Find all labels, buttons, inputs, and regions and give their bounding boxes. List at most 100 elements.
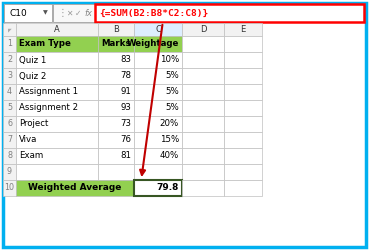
Text: 10%: 10% bbox=[160, 56, 179, 64]
Text: 6: 6 bbox=[7, 120, 12, 128]
FancyBboxPatch shape bbox=[98, 148, 134, 164]
Text: 93: 93 bbox=[120, 104, 131, 112]
FancyBboxPatch shape bbox=[182, 132, 224, 148]
FancyBboxPatch shape bbox=[3, 23, 16, 36]
FancyBboxPatch shape bbox=[98, 132, 134, 148]
FancyBboxPatch shape bbox=[224, 84, 262, 100]
FancyBboxPatch shape bbox=[3, 148, 16, 164]
Text: Weighted Average: Weighted Average bbox=[28, 184, 122, 192]
Text: 83: 83 bbox=[120, 56, 131, 64]
FancyBboxPatch shape bbox=[16, 100, 98, 116]
FancyBboxPatch shape bbox=[98, 116, 134, 132]
FancyBboxPatch shape bbox=[224, 100, 262, 116]
Text: ✓: ✓ bbox=[75, 8, 82, 18]
Text: 10: 10 bbox=[4, 184, 14, 192]
Text: Marks: Marks bbox=[101, 40, 131, 48]
Text: 78: 78 bbox=[120, 72, 131, 80]
FancyBboxPatch shape bbox=[182, 116, 224, 132]
FancyBboxPatch shape bbox=[16, 148, 98, 164]
Text: E: E bbox=[240, 25, 246, 34]
FancyBboxPatch shape bbox=[224, 180, 262, 196]
Text: ✕: ✕ bbox=[66, 8, 72, 18]
Text: 5%: 5% bbox=[165, 104, 179, 112]
FancyBboxPatch shape bbox=[95, 4, 364, 22]
Text: 5%: 5% bbox=[165, 72, 179, 80]
FancyBboxPatch shape bbox=[3, 180, 16, 196]
Text: 9: 9 bbox=[7, 168, 12, 176]
Text: A: A bbox=[54, 25, 60, 34]
Text: ▼: ▼ bbox=[43, 10, 48, 16]
FancyBboxPatch shape bbox=[16, 180, 134, 196]
Text: 81: 81 bbox=[120, 152, 131, 160]
FancyBboxPatch shape bbox=[3, 100, 16, 116]
FancyBboxPatch shape bbox=[224, 68, 262, 84]
FancyBboxPatch shape bbox=[182, 84, 224, 100]
FancyBboxPatch shape bbox=[182, 164, 224, 180]
FancyBboxPatch shape bbox=[182, 36, 224, 52]
FancyBboxPatch shape bbox=[134, 68, 182, 84]
Text: ◤: ◤ bbox=[8, 27, 11, 32]
Text: Assignment 1: Assignment 1 bbox=[19, 88, 78, 96]
Text: B: B bbox=[113, 25, 119, 34]
FancyBboxPatch shape bbox=[98, 52, 134, 68]
FancyBboxPatch shape bbox=[98, 100, 134, 116]
FancyBboxPatch shape bbox=[16, 116, 98, 132]
FancyBboxPatch shape bbox=[224, 23, 262, 36]
FancyBboxPatch shape bbox=[224, 36, 262, 52]
FancyBboxPatch shape bbox=[134, 23, 182, 36]
FancyBboxPatch shape bbox=[224, 116, 262, 132]
Text: 79.8: 79.8 bbox=[156, 184, 179, 192]
Text: C: C bbox=[155, 25, 161, 34]
FancyBboxPatch shape bbox=[3, 68, 16, 84]
Text: C10: C10 bbox=[10, 8, 28, 18]
FancyBboxPatch shape bbox=[224, 164, 262, 180]
Text: 1: 1 bbox=[7, 40, 12, 48]
FancyBboxPatch shape bbox=[134, 148, 182, 164]
Text: D: D bbox=[200, 25, 206, 34]
Text: ⋮: ⋮ bbox=[58, 8, 68, 18]
FancyBboxPatch shape bbox=[182, 180, 224, 196]
Text: 73: 73 bbox=[120, 120, 131, 128]
FancyBboxPatch shape bbox=[134, 100, 182, 116]
FancyBboxPatch shape bbox=[134, 36, 182, 52]
Text: 20%: 20% bbox=[160, 120, 179, 128]
FancyBboxPatch shape bbox=[98, 68, 134, 84]
Text: 8: 8 bbox=[7, 152, 12, 160]
FancyBboxPatch shape bbox=[4, 4, 52, 22]
Text: {=SUM(B2:B8*C2:C8)}: {=SUM(B2:B8*C2:C8)} bbox=[99, 8, 208, 18]
Text: fx: fx bbox=[84, 8, 92, 18]
FancyBboxPatch shape bbox=[98, 36, 134, 52]
Text: 91: 91 bbox=[120, 88, 131, 96]
Text: Project: Project bbox=[19, 120, 48, 128]
Text: Exam Type: Exam Type bbox=[19, 40, 71, 48]
Text: Assignment 2: Assignment 2 bbox=[19, 104, 78, 112]
FancyBboxPatch shape bbox=[134, 84, 182, 100]
FancyBboxPatch shape bbox=[182, 100, 224, 116]
FancyBboxPatch shape bbox=[134, 132, 182, 148]
FancyBboxPatch shape bbox=[98, 164, 134, 180]
FancyBboxPatch shape bbox=[16, 132, 98, 148]
FancyBboxPatch shape bbox=[98, 84, 134, 100]
FancyBboxPatch shape bbox=[98, 23, 134, 36]
FancyBboxPatch shape bbox=[16, 23, 98, 36]
FancyBboxPatch shape bbox=[224, 148, 262, 164]
Text: Quiz 2: Quiz 2 bbox=[19, 72, 46, 80]
FancyBboxPatch shape bbox=[3, 3, 366, 247]
FancyBboxPatch shape bbox=[3, 36, 16, 52]
FancyBboxPatch shape bbox=[16, 164, 98, 180]
FancyBboxPatch shape bbox=[16, 84, 98, 100]
FancyBboxPatch shape bbox=[16, 52, 98, 68]
Text: 3: 3 bbox=[7, 72, 12, 80]
FancyBboxPatch shape bbox=[3, 164, 16, 180]
FancyBboxPatch shape bbox=[16, 68, 98, 84]
FancyBboxPatch shape bbox=[3, 52, 16, 68]
Text: Weightage: Weightage bbox=[127, 40, 179, 48]
Text: 15%: 15% bbox=[160, 136, 179, 144]
FancyBboxPatch shape bbox=[134, 164, 182, 180]
FancyBboxPatch shape bbox=[182, 52, 224, 68]
FancyBboxPatch shape bbox=[224, 132, 262, 148]
Text: Exam: Exam bbox=[19, 152, 43, 160]
FancyBboxPatch shape bbox=[3, 116, 16, 132]
FancyBboxPatch shape bbox=[16, 36, 98, 52]
Text: 4: 4 bbox=[7, 88, 12, 96]
